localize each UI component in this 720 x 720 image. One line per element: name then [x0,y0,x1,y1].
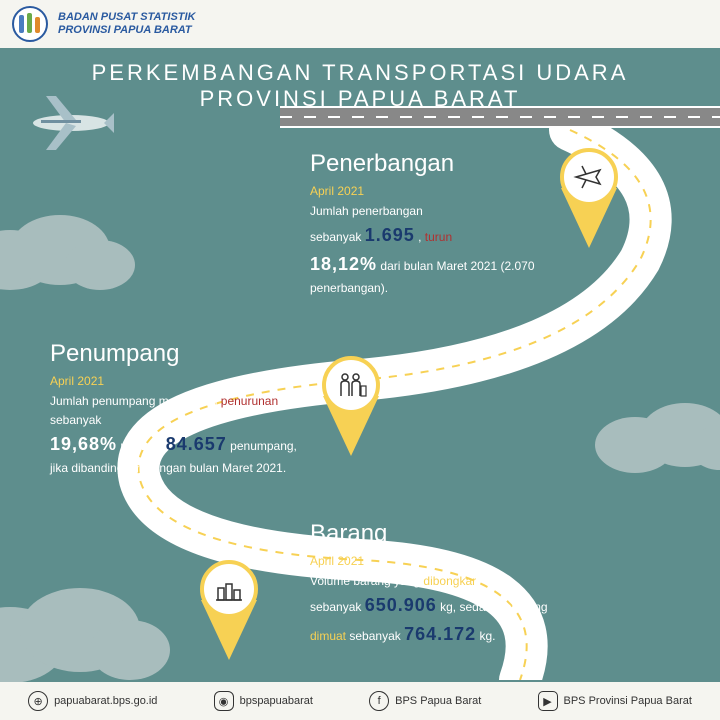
pin-penumpang [322,356,380,414]
section-body: Jumlah penumpang mengalami penurunan seb… [50,392,310,478]
section-body: Volume barang yang dibongkar sebanyak 65… [310,572,570,649]
section-date: April 2021 [50,374,310,388]
section-date: April 2021 [310,554,570,568]
flight-pct: 18,12% [310,254,377,274]
title-line1: PERKEMBANGAN TRANSPORTASI UDARA [0,60,720,86]
footer-youtube[interactable]: ▶ BPS Provinsi Papua Barat [538,691,692,711]
section-date: April 2021 [310,184,570,198]
section-barang: Barang April 2021 Volume barang yang dib… [310,520,570,649]
org-line1: BADAN PUSAT STATISTIK [58,11,196,24]
unload-value: 650.906 [365,595,437,615]
facebook-icon: f [369,691,389,711]
bps-logo [12,6,48,42]
footer-instagram[interactable]: ◉ bpspapuabarat [214,691,313,711]
trend-down: turun [425,230,452,244]
section-body: Jumlah penerbangan sebanyak 1.695 , turu… [310,202,570,298]
term-dimuat: dimuat [310,629,346,643]
footer-bar: ⊕ papuabarat.bps.go.id ◉ bpspapuabarat f… [0,682,720,720]
footer-facebook[interactable]: f BPS Papua Barat [369,691,481,711]
header-bar: BADAN PUSAT STATISTIK PROVINSI PAPUA BAR… [0,0,720,48]
term-dibongkar: dibongkar [423,574,476,588]
youtube-icon: ▶ [538,691,558,711]
globe-icon: ⊕ [28,691,48,711]
section-title: Penumpang [50,340,310,368]
flight-count: 1.695 [365,225,415,245]
section-title: Penerbangan [310,150,570,178]
pin-icon-plane [560,148,618,206]
airplane-icon [26,88,116,163]
footer-web[interactable]: ⊕ papuabarat.bps.go.id [28,691,157,711]
header-org: BADAN PUSAT STATISTIK PROVINSI PAPUA BAR… [58,11,196,37]
section-penerbangan: Penerbangan April 2021 Jumlah penerbanga… [310,150,570,298]
pin-penerbangan [560,148,618,206]
passenger-count: 84.657 [166,434,227,454]
section-penumpang: Penumpang April 2021 Jumlah penumpang me… [50,340,310,478]
section-title: Barang [310,520,570,548]
org-line2: PROVINSI PAPUA BARAT [58,24,196,37]
passenger-pct: 19,68% [50,434,117,454]
instagram-icon: ◉ [214,691,234,711]
trend-down: penurunan [221,394,278,408]
pin-barang [200,560,258,618]
pin-icon-passengers [322,356,380,414]
load-value: 764.172 [404,624,476,644]
pin-icon-cargo [200,560,258,618]
